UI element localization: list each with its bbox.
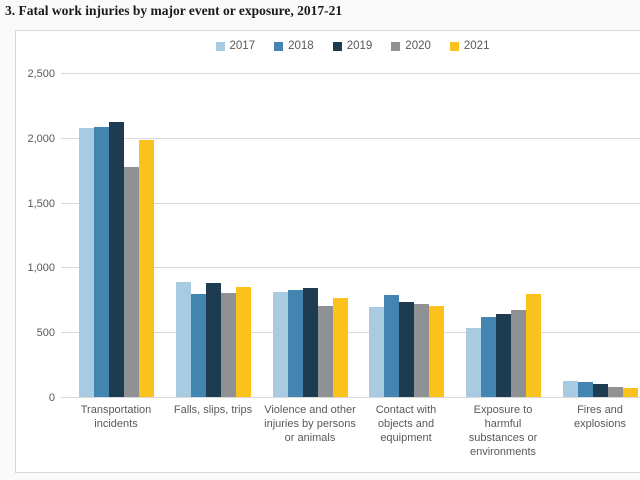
x-axis-label-line: Transportation — [80, 404, 152, 416]
bar-2020 — [123, 166, 139, 397]
bar-2021 — [235, 286, 251, 397]
bar-2019 — [495, 313, 511, 397]
gridline-2500 — [61, 73, 640, 74]
gridline-1000 — [61, 267, 640, 269]
bar-2018 — [287, 289, 303, 397]
legend-swatch-2021 — [449, 41, 459, 51]
gridline-500 — [61, 332, 640, 334]
x-axis-label-line: Falls, slips, trips — [173, 404, 253, 416]
gridline-0 — [61, 397, 640, 398]
legend-label: 2017 — [229, 40, 256, 52]
bar-2017 — [78, 127, 94, 397]
x-axis-category-label: Exposure to harmful substances or environme… — [450, 403, 556, 459]
legend-swatch-2017 — [215, 41, 225, 51]
x-axis-category-label: Contact with objects and equipment — [353, 403, 459, 445]
x-axis-label-line: Exposure to — [473, 404, 533, 416]
x-axis-label-line: injuries by persons — [264, 418, 356, 430]
x-axis-label-line: objects and — [377, 418, 435, 430]
x-axis-label-line: equipment — [380, 432, 432, 444]
legend-item-2020: 2020 — [391, 40, 431, 52]
x-axis-label-line: Fires and — [577, 404, 623, 416]
bar-2020 — [317, 305, 333, 397]
bar-2018 — [383, 295, 399, 397]
bar-2021 — [428, 305, 444, 397]
x-axis-label-line: harmful — [484, 418, 522, 430]
x-axis-label-line: substances or — [468, 432, 538, 444]
bar-2021 — [332, 298, 348, 397]
bar-2017 — [272, 292, 288, 397]
gridline-2000 — [61, 137, 640, 139]
bar-2017 — [465, 328, 481, 397]
bar-2017 — [562, 381, 578, 397]
x-axis-label-line: environments — [469, 446, 537, 458]
y-axis-tick-label: 1,000 — [27, 262, 55, 275]
y-axis-tick-label: 2,000 — [27, 132, 55, 145]
bar-2019 — [592, 384, 608, 397]
legend-label: 2020 — [405, 40, 431, 52]
bar-2020 — [607, 387, 623, 397]
bar-2018 — [190, 294, 206, 397]
x-axis-label-line: or animals — [284, 432, 336, 444]
bar-2018 — [93, 127, 109, 397]
bar-2019 — [108, 121, 124, 397]
bar-2020 — [510, 309, 526, 397]
x-axis-category-label: Violence and other injuries by persons or … — [257, 403, 363, 445]
bar-2021 — [138, 140, 154, 397]
y-axis-tick-label: 500 — [36, 327, 55, 340]
x-axis-label-line: explosions — [574, 418, 626, 430]
y-axis-tick-label: 0 — [48, 392, 55, 404]
chart-frame: 2017 2018 2019 2020 2021 0 500 1,000 1,500 2,000… — [15, 30, 640, 473]
x-axis-category-label: Falls, slips, trips — [160, 403, 266, 417]
legend-item-2021: 2021 — [449, 40, 490, 52]
bar-2020 — [413, 304, 429, 397]
bar-2020 — [220, 292, 236, 397]
x-axis-label-line: Violence and other — [264, 404, 356, 416]
plot-area: 0 500 1,000 1,500 2,000 2,500 Transportation in… — [16, 31, 640, 472]
bar-2017 — [175, 282, 191, 397]
y-axis-tick-label: 2,500 — [27, 68, 55, 80]
legend: 2017 2018 2019 2020 2021 — [61, 38, 640, 54]
legend-swatch-2019 — [332, 41, 342, 51]
legend-item-2019: 2019 — [332, 40, 373, 52]
bar-2021 — [525, 293, 541, 397]
x-axis-label-line: Contact with — [375, 404, 437, 416]
gridline-1500 — [61, 202, 640, 204]
bar-2018 — [577, 382, 593, 397]
x-axis-category-label: Fires and explosions — [547, 403, 640, 431]
bar-2019 — [302, 288, 318, 397]
legend-label: 2021 — [463, 40, 490, 52]
bar-2021 — [622, 387, 638, 397]
legend-item-2017: 2017 — [215, 40, 256, 52]
bar-2019 — [205, 282, 221, 397]
legend-swatch-2020 — [391, 41, 401, 51]
bar-2019 — [398, 302, 414, 397]
x-axis-category-label: Transportation incidents — [63, 403, 169, 431]
legend-item-2018: 2018 — [274, 40, 314, 52]
legend-swatch-2018 — [274, 41, 284, 51]
legend-label: 2019 — [346, 40, 373, 52]
bar-2018 — [480, 316, 496, 397]
chart-title: 3. Fatal work injuries by major event or… — [5, 3, 343, 18]
y-axis-tick-label: 1,500 — [27, 197, 55, 210]
x-axis-label-line: incidents — [94, 418, 138, 430]
legend-label: 2018 — [288, 40, 314, 52]
bar-2017 — [368, 306, 384, 397]
